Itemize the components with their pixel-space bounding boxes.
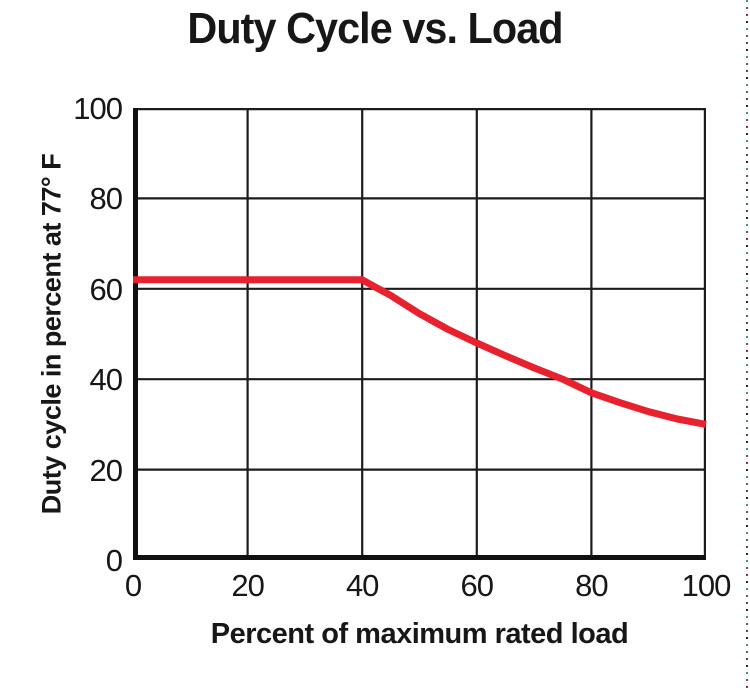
plot-area	[133, 108, 707, 560]
y-tick-label: 80	[89, 181, 123, 217]
x-tick-label: 80	[575, 568, 608, 603]
y-tick-label: 0	[105, 543, 123, 578]
x-tick-label: 40	[345, 568, 379, 603]
x-tick-label: 20	[231, 568, 264, 603]
x-tick-label: 60	[460, 568, 494, 603]
x-tick-label: 0	[124, 568, 142, 603]
y-tick-label: 40	[89, 362, 123, 398]
chart-title: Duty Cycle vs. Load	[187, 4, 563, 53]
chart-canvas	[133, 108, 707, 560]
y-tick-label: 20	[89, 452, 123, 488]
y-tick-label: 100	[73, 91, 123, 126]
x-tick-label: 100	[681, 568, 732, 603]
duty-cycle-curve	[133, 276, 707, 428]
page-edge-perforation-line	[746, 0, 748, 690]
x-axis-label: Percent of maximum rated load	[210, 618, 629, 650]
y-tick-label: 60	[89, 271, 123, 307]
